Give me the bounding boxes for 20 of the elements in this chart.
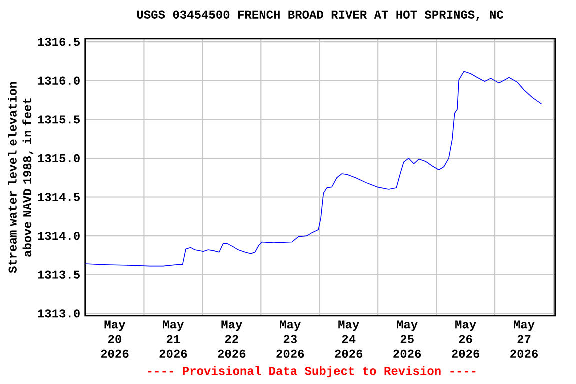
x-tick-label: May 21 2026 (160, 320, 188, 358)
line-series (85, 71, 542, 267)
y-tick-label: 1316.0 (38, 76, 80, 85)
x-tick-label: May 27 2026 (510, 320, 538, 358)
x-tick-label: May 24 2026 (335, 320, 363, 358)
y-tick-label: 1314.5 (38, 193, 80, 202)
x-tick-label: May 20 2026 (101, 320, 129, 358)
x-tick-label: May 26 2026 (452, 320, 480, 358)
y-tick-label: 1314.0 (38, 232, 80, 240)
x-tick-label: May 25 2026 (394, 320, 422, 358)
y-tick-label: 1313.5 (38, 270, 80, 279)
y-axis-title: Stream water level elevation above NAVD 1988, in feet (8, 82, 34, 274)
x-tick-label: May 23 2026 (276, 320, 304, 358)
text: ---- Provisional Data Subject to Revision ---- (148, 366, 476, 378)
y-tick-label: 1315.5 (38, 116, 80, 124)
x-tick-label: May 22 2026 (218, 320, 246, 358)
y-tick-label: 1316.5 (38, 38, 80, 46)
chart-title: USGS 03454500 FRENCH BROAD RIVER AT HOT SPRINGS, NC (137, 10, 504, 21)
y-tick-label: 1315.0 (38, 154, 80, 163)
y-tick-label: 1313.0 (38, 310, 80, 318)
